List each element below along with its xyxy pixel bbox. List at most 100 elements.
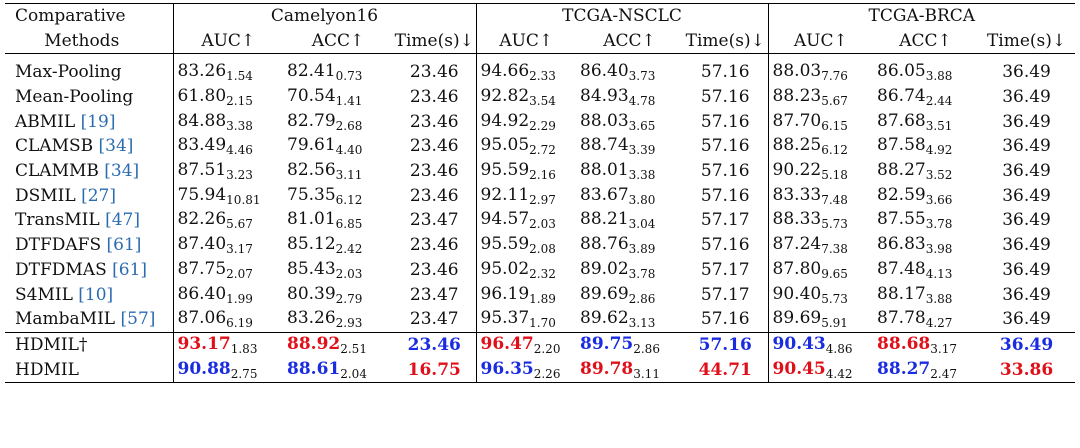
method-name: DSMIL <box>15 185 82 206</box>
method-name: CLAMSB <box>15 136 99 157</box>
value-std: 5.73 <box>821 291 848 306</box>
metric-value-cell: 87.403.17 <box>173 233 283 258</box>
value-main: 82.26 <box>177 209 227 230</box>
citation-link[interactable]: [19] <box>80 111 116 132</box>
value-main: 88.68 <box>877 333 931 354</box>
metric-value-cell: 79.614.40 <box>283 134 393 159</box>
value-std: 1.99 <box>226 291 253 306</box>
value-std: 3.65 <box>628 118 656 133</box>
value-main: 86.40 <box>580 61 629 82</box>
metric-value-cell: 95.371.70 <box>476 307 576 332</box>
value-main: 84.88 <box>177 110 227 131</box>
value-main: 90.88 <box>177 358 231 379</box>
table-row: CLAMMB [34] 87.513.23 82.563.11 23.46 95.592… <box>5 158 1075 184</box>
value-main: 33.86 <box>999 359 1054 380</box>
value-std: 3.38 <box>628 168 656 183</box>
metric-value-cell: 86.053.88 <box>873 54 978 85</box>
value-std: 3.17 <box>226 242 253 257</box>
value-main: 57.16 <box>700 309 750 330</box>
value-std: 3.04 <box>628 217 656 232</box>
value-main: 23.47 <box>409 210 459 231</box>
value-main: 87.58 <box>877 135 926 156</box>
value-main: 86.83 <box>877 234 926 255</box>
value-std: 3.66 <box>925 192 953 207</box>
group-header-tcga-brca: TCGA-BRCA <box>768 3 1076 29</box>
table-row: ABMIL [19] 84.883.38 82.792.68 23.46 94.922.… <box>5 109 1075 135</box>
citation-link[interactable]: [34] <box>104 161 140 182</box>
method-name-cell: CLAMSB [34] <box>5 134 174 159</box>
metric-value-cell: 87.683.51 <box>873 109 978 134</box>
value-main: 87.48 <box>877 258 926 279</box>
citation-link[interactable]: [10] <box>78 284 114 305</box>
value-main: 23.47 <box>409 284 459 305</box>
metric-time: Time(s)↓ <box>978 28 1076 54</box>
method-name-cell: CLAMMB [34] <box>5 158 174 184</box>
value-std: 3.98 <box>925 242 953 257</box>
method-name: Mean-Pooling <box>15 87 134 108</box>
value-main: 92.82 <box>480 86 530 107</box>
value-std: 2.75 <box>230 366 258 381</box>
value-std: 2.20 <box>533 341 561 356</box>
time-value-cell: 44.71 <box>683 357 769 383</box>
time-value-cell: 23.47 <box>393 208 477 233</box>
metric-value-cell: 88.683.17 <box>873 331 979 358</box>
citation-link[interactable]: [34] <box>98 136 134 157</box>
metric-value-cell: 89.783.11 <box>576 357 683 383</box>
value-main: 86.40 <box>177 283 227 304</box>
value-main: 23.46 <box>409 62 459 83</box>
method-name-cell: TransMIL [47] <box>5 208 174 233</box>
metric-value-cell: 89.752.86 <box>576 331 683 358</box>
value-std: 2.44 <box>925 94 953 109</box>
value-std: 2.51 <box>340 341 367 356</box>
metric-value-cell: 88.033.65 <box>576 109 683 134</box>
comparison-table: Comparative Camelyon16 TCGA-NSCLC TCGA-B… <box>5 3 1076 383</box>
value-main: 36.49 <box>1002 136 1051 157</box>
value-main: 90.22 <box>772 160 822 181</box>
value-main: 79.61 <box>287 135 336 156</box>
value-main: 23.46 <box>409 185 459 206</box>
header-metric-row: Methods AUC↑ ACC↑ Time(s)↓ AUC↑ ACC↑ Tim… <box>5 28 1076 54</box>
metric-value-cell: 86.742.44 <box>873 85 978 110</box>
value-main: 88.92 <box>287 333 341 354</box>
value-main: 36.49 <box>999 334 1054 355</box>
time-value-cell: 36.49 <box>978 331 1076 358</box>
value-main: 36.49 <box>1002 284 1051 305</box>
value-std: 2.47 <box>930 366 957 381</box>
citation-link[interactable]: [61] <box>112 259 148 280</box>
value-std: 2.32 <box>529 266 556 281</box>
citation-link[interactable]: [27] <box>81 185 116 206</box>
value-main: 89.75 <box>580 333 634 354</box>
value-main: 94.57 <box>480 209 530 230</box>
value-main: 95.05 <box>480 135 530 156</box>
metric-value-cell: 84.934.78 <box>576 85 683 110</box>
citation-link[interactable]: [47] <box>105 210 140 231</box>
value-std: 3.11 <box>335 168 363 183</box>
time-value-cell: 36.49 <box>978 109 1075 134</box>
metric-value-cell: 82.410.73 <box>283 54 393 85</box>
method-name-cell: HDMIL <box>5 357 174 383</box>
time-value-cell: 57.17 <box>683 282 769 307</box>
time-value-cell: 36.49 <box>978 54 1075 85</box>
citation-link[interactable]: [61] <box>106 235 142 256</box>
table-row: Mean-Pooling 61.802.15 70.541.41 23.46 92.82… <box>5 84 1075 110</box>
value-std: 4.92 <box>925 143 953 158</box>
metric-value-cell: 88.235.67 <box>768 85 873 110</box>
method-name-cell: Mean-Pooling <box>5 84 174 110</box>
value-main: 90.45 <box>772 358 826 379</box>
value-std: 2.07 <box>226 266 253 281</box>
time-value-cell: 23.46 <box>393 53 477 85</box>
metric-value-cell: 87.752.07 <box>173 258 283 283</box>
value-std: 6.19 <box>226 316 253 331</box>
metric-value-cell: 96.472.20 <box>476 331 576 358</box>
value-main: 96.19 <box>480 283 530 304</box>
value-main: 81.01 <box>287 209 336 230</box>
value-main: 85.43 <box>287 258 336 279</box>
method-name-cell: Max-Pooling <box>5 53 174 85</box>
metric-value-cell: 88.173.88 <box>873 282 978 307</box>
value-std: 2.86 <box>628 291 656 306</box>
metric-value-cell: 88.213.04 <box>576 208 683 233</box>
citation-link[interactable]: [57] <box>120 309 156 330</box>
group-header-camelyon16: Camelyon16 <box>173 3 477 29</box>
value-std: 2.86 <box>633 341 660 356</box>
method-name: S4MIL <box>15 284 79 305</box>
